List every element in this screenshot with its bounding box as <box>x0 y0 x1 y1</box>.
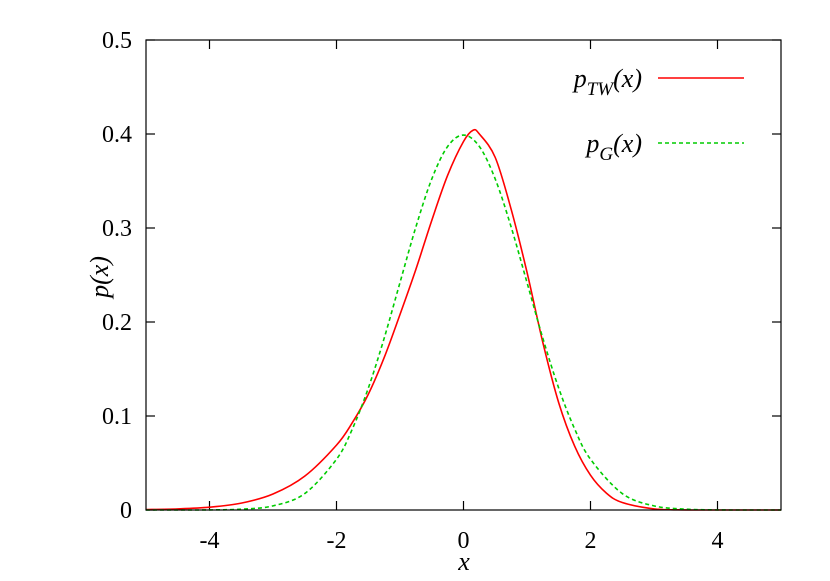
ticks-layer: -4 -2 0 2 4 0 0.1 0.2 0.3 0.4 0.5 <box>102 28 781 554</box>
y-tick-label: 0.5 <box>102 28 132 54</box>
series-line-tw <box>145 128 782 511</box>
series-line-g <box>145 134 782 511</box>
x-tick-label: 2 <box>585 528 597 554</box>
y-tick-label: 0.3 <box>102 216 132 242</box>
legend-label-tw: pTW(x) <box>572 64 642 100</box>
plot-frame <box>145 39 782 511</box>
series-layer <box>145 128 782 511</box>
y-tick-label: 0 <box>120 498 132 524</box>
x-axis-label: x <box>457 547 470 576</box>
y-axis-label: p(x) <box>85 256 114 300</box>
y-tick-label: 0.1 <box>102 404 132 430</box>
x-tick-label: 0 <box>458 528 470 554</box>
x-tick-label: 4 <box>712 528 724 554</box>
x-tick-label: -2 <box>327 528 347 554</box>
y-tick-label: 0.2 <box>102 310 132 336</box>
legend: pTW(x) pG(x) <box>572 64 744 165</box>
legend-label-g: pG(x) <box>584 129 642 165</box>
y-tick-label: 0.4 <box>102 122 132 148</box>
x-tick-label: -4 <box>200 528 220 554</box>
